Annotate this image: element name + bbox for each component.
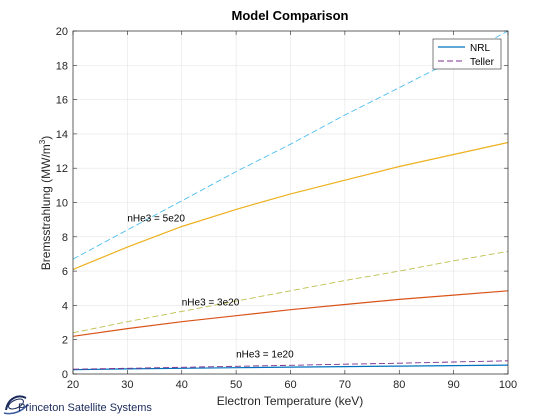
x-tick-label: 30 [121, 379, 133, 391]
y-tick-label: 18 [56, 60, 68, 72]
y-tick-label: 10 [56, 198, 68, 210]
y-tick-label: 20 [56, 26, 68, 38]
legend-label-teller: Teller [470, 57, 495, 68]
y-tick-label: 4 [62, 300, 68, 312]
series-line-nrl-0 [72, 364, 509, 371]
series-line-nrl-2 [72, 290, 509, 337]
legend: NRL Teller [432, 38, 502, 70]
x-tick-label: 100 [499, 379, 517, 391]
series-line-teller-1 [72, 360, 509, 370]
annotation-label: nHe3 = 5e20 [127, 213, 185, 224]
x-tick-label: 90 [448, 379, 460, 391]
plot-frame [72, 30, 509, 375]
y-tick-label: 8 [62, 232, 68, 244]
x-tick-label: 80 [393, 379, 405, 391]
chart-title: Model Comparison [231, 8, 348, 23]
x-tick-label: 40 [176, 379, 188, 391]
annotation-label: nHe3 = 1e20 [236, 350, 294, 361]
series-line-teller-5 [72, 30, 509, 260]
grid [72, 30, 509, 375]
y-tick-label: 0 [62, 369, 68, 381]
x-tick-label: 20 [67, 379, 79, 391]
y-tick-label: 14 [56, 129, 68, 141]
y-axis-label: Bremsstrahlung (MW/m3) [38, 136, 53, 270]
x-tick-label: 50 [230, 379, 242, 391]
y-tick-label: 12 [56, 163, 68, 175]
y-tick-label: 2 [62, 335, 68, 347]
legend-box [432, 38, 502, 70]
tick-labels: 20 30 40 50 60 70 80 90 100 0 2 4 6 8 10 12 14 16 18 20 [56, 26, 517, 391]
legend-label-nrl: NRL [470, 43, 490, 54]
logo-swoosh-icon [3, 395, 29, 415]
series-line-nrl-4 [72, 141, 509, 270]
y-tick-label: 16 [56, 95, 68, 107]
y-tick-label: 6 [62, 266, 68, 278]
logo-text: Princeton Satellite Systems [18, 402, 152, 414]
x-tick-label: 70 [339, 379, 351, 391]
series-group [72, 30, 509, 371]
x-axis-label: Electron Temperature (keV) [217, 394, 364, 408]
annotations: nHe3 = 5e20 nHe3 = 3e20 nHe3 = 1e20 [127, 213, 294, 360]
x-tick-label: 60 [284, 379, 296, 391]
series-line-teller-3 [72, 250, 509, 334]
axes [72, 30, 509, 375]
company-logo: Princeton Satellite Systems [3, 395, 152, 415]
annotation-label: nHe3 = 3e20 [182, 297, 240, 308]
